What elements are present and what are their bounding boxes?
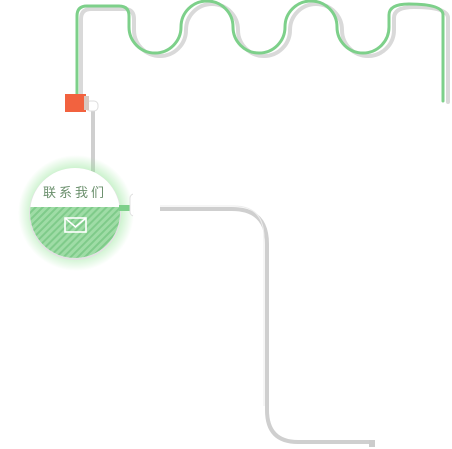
wavy-wire-shadow	[79, 2, 450, 104]
top-plug-orange-edge	[84, 96, 89, 110]
elbow-wire-end-cap	[369, 440, 375, 447]
elbow-wire-shadow	[160, 207, 372, 444]
wavy-wire-green	[75, 0, 445, 103]
contact-badge-graphic	[29, 168, 133, 260]
elbow-wire-highlight	[160, 205, 265, 406]
mail-icon	[64, 217, 87, 233]
contact-us-button[interactable]: 联系我们	[27, 165, 133, 271]
top-plug-orange	[65, 94, 86, 112]
contact-us-label: 联系我们	[42, 186, 107, 201]
